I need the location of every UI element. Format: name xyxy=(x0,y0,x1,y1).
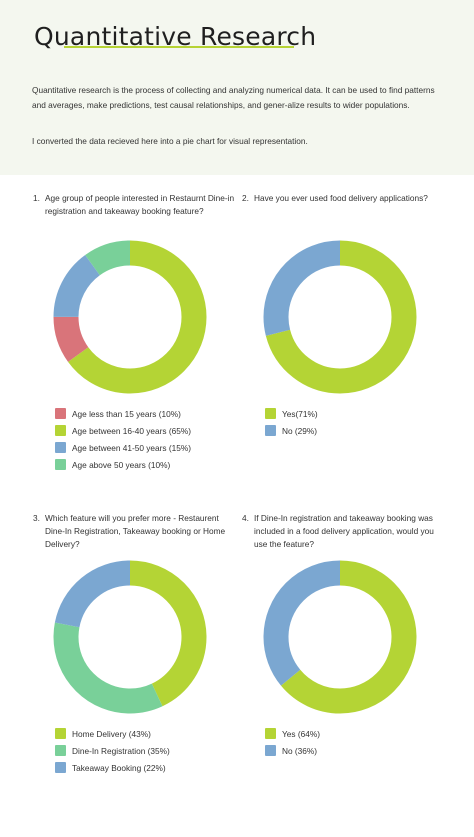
chart-1-title: Age group of people interested in Restau… xyxy=(45,193,235,216)
legend-label: Age above 50 years (10%) xyxy=(72,459,171,470)
legend-swatch xyxy=(265,425,276,436)
chart-3-slice-2 xyxy=(53,560,207,714)
chart-3-number: 3. xyxy=(33,513,40,523)
chart-1-legend-item: Age less than 15 years (10%) xyxy=(55,405,191,422)
legend-label: Age between 16-40 years (65%) xyxy=(72,425,191,436)
legend-label: Yes(71%) xyxy=(282,408,318,419)
chart-4-title: If Dine-In registration and takeaway boo… xyxy=(254,513,434,549)
legend-label: No (36%) xyxy=(282,745,318,756)
intro-text: Quantitative research is the process of … xyxy=(32,85,435,110)
legend-label: No (29%) xyxy=(282,425,318,436)
chart-1-legend-item: Age between 16-40 years (65%) xyxy=(55,422,191,439)
legend-label: Age between 41-50 years (15%) xyxy=(72,442,191,453)
legend-swatch xyxy=(55,728,66,739)
legend-label: Takeaway Booking (22%) xyxy=(72,762,166,773)
chart-3-legend: Home Delivery (43%) Dine-In Registration … xyxy=(55,725,170,776)
chart-1-slice-1 xyxy=(53,240,207,394)
chart-4-number: 4. xyxy=(242,513,249,523)
chart-3-question: 3. Which feature will you prefer more - … xyxy=(33,512,235,551)
legend-swatch xyxy=(55,408,66,419)
chart-3-legend-item: Takeaway Booking (22%) xyxy=(55,759,170,776)
chart-2-question: 2. Have you ever used food delivery appl… xyxy=(242,192,444,205)
chart-3-legend-item: Home Delivery (43%) xyxy=(55,725,170,742)
chart-4-donut xyxy=(263,560,417,714)
chart-2-legend: Yes(71%) No (29%) xyxy=(265,405,318,439)
chart-4-slice-2 xyxy=(263,560,417,714)
chart-2-legend-item: No (29%) xyxy=(265,422,318,439)
chart-3-donut xyxy=(53,560,207,714)
chart-1-legend-item: Age between 41-50 years (15%) xyxy=(55,439,191,456)
title-underline xyxy=(64,46,294,48)
chart-4-legend-item: No (36%) xyxy=(265,742,320,759)
header-panel: Quantitative Research Quantitative resea… xyxy=(0,0,474,175)
chart-1-question: 1. Age group of people interested in Res… xyxy=(33,192,235,218)
legend-swatch xyxy=(55,425,66,436)
chart-2-number: 2. xyxy=(242,193,249,203)
chart-2-donut xyxy=(263,240,417,394)
chart-3-legend-item: Dine-In Registration (35%) xyxy=(55,742,170,759)
legend-label: Dine-In Registration (35%) xyxy=(72,745,170,756)
legend-swatch xyxy=(55,442,66,453)
legend-swatch xyxy=(55,745,66,756)
chart-3-slice-3 xyxy=(53,560,207,714)
legend-swatch xyxy=(265,728,276,739)
chart-1-slice-4 xyxy=(53,240,207,394)
legend-swatch xyxy=(265,408,276,419)
chart-4-legend: Yes (64%) No (36%) xyxy=(265,725,320,759)
note-text: I converted the data recieved here into … xyxy=(32,136,308,146)
chart-4-question: 4. If Dine-In registration and takeaway … xyxy=(242,512,444,551)
chart-1-donut xyxy=(53,240,207,394)
chart-4-legend-item: Yes (64%) xyxy=(265,725,320,742)
chart-3-title: Which feature will you prefer more - Res… xyxy=(45,513,226,549)
legend-label: Home Delivery (43%) xyxy=(72,728,151,739)
legend-label: Age less than 15 years (10%) xyxy=(72,408,181,419)
chart-1-legend: Age less than 15 years (10%) Age between … xyxy=(55,405,191,473)
chart-2-slice-2 xyxy=(263,240,417,394)
chart-1-legend-item: Age above 50 years (10%) xyxy=(55,456,191,473)
chart-2-legend-item: Yes(71%) xyxy=(265,405,318,422)
legend-label: Yes (64%) xyxy=(282,728,320,739)
legend-swatch xyxy=(265,745,276,756)
chart-1-number: 1. xyxy=(33,193,40,203)
chart-2-title: Have you ever used food delivery applica… xyxy=(254,193,428,203)
legend-swatch xyxy=(55,762,66,773)
legend-swatch xyxy=(55,459,66,470)
